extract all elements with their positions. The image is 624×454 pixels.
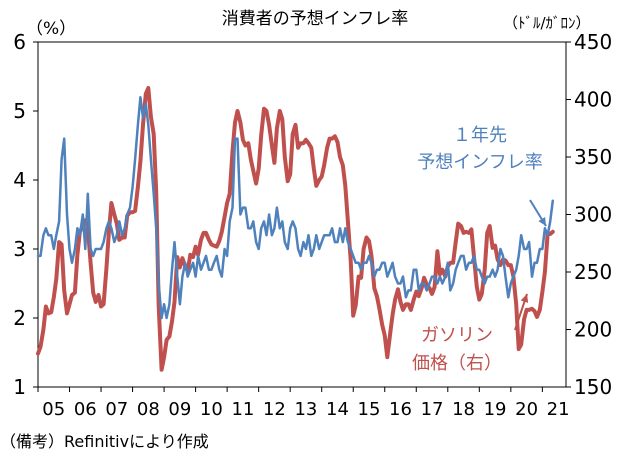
x-tick-label: 12: [263, 399, 286, 420]
x-tick-label: 07: [105, 399, 128, 420]
left-tick-label: 6: [13, 30, 26, 54]
left-tick-label: 2: [13, 306, 26, 330]
x-tick-label: 08: [137, 399, 160, 420]
left-tick-label: 1: [13, 375, 26, 399]
right-axis-unit: （ﾄﾞﾙ/ｶﾞﾛﾝ）: [503, 14, 591, 32]
left-tick-label: 5: [13, 99, 26, 123]
x-tick-label: 10: [200, 399, 223, 420]
left-axis-unit: （%）: [26, 19, 77, 39]
right-tick-label: 250: [574, 260, 612, 284]
x-tick-label: 13: [294, 399, 317, 420]
gasoline-annotation-arrow-head: [520, 294, 529, 303]
x-tick-label: 05: [42, 399, 65, 420]
chart-title: 消費者の予想インフレ率: [221, 9, 409, 29]
right-tick-label: 450: [574, 30, 612, 54]
x-tick-label: 09: [168, 399, 191, 420]
gasoline-label-line-1: ガソリン: [421, 325, 493, 346]
x-tick-label: 17: [421, 399, 444, 420]
inflation-label-line-2: 予想インフレ率: [417, 152, 543, 173]
left-tick-label: 3: [13, 237, 26, 261]
right-tick-label: 300: [574, 203, 612, 227]
gasoline-label-line-2: 価格（右）: [412, 353, 502, 374]
inflation-label-line-1: １年先: [453, 125, 507, 146]
right-tick-label: 350: [574, 145, 612, 169]
source-note: （備考）Refinitivにより作成: [0, 432, 209, 451]
x-tick-label: 20: [515, 399, 538, 420]
x-tick-label: 18: [452, 399, 475, 420]
x-tick-label: 16: [389, 399, 412, 420]
left-tick-label: 4: [13, 168, 26, 192]
inflation-series-line: [36, 95, 555, 320]
right-tick-label: 150: [574, 375, 612, 399]
x-tick-label: 15: [358, 399, 381, 420]
right-tick-label: 200: [574, 318, 612, 342]
inflation-annotation-arrow-head: [538, 217, 546, 226]
right-tick-label: 400: [574, 88, 612, 112]
x-tick-label: 06: [74, 399, 97, 420]
x-tick-label: 14: [326, 399, 349, 420]
x-tick-label: 21: [547, 399, 570, 420]
x-tick-label: 11: [231, 399, 254, 420]
gasoline-series-label: ガソリン 価格（右）: [402, 322, 512, 378]
inflation-series-label: １年先 予想インフレ率: [380, 122, 580, 176]
x-tick-label: 19: [484, 399, 507, 420]
gasoline-series-line: [36, 86, 555, 372]
